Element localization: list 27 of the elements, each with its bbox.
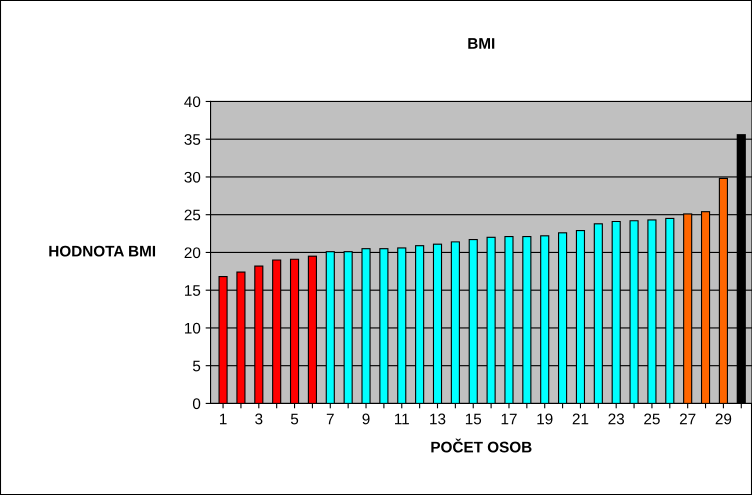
x-tick-label: 25 [644, 414, 660, 424]
y-axis-title: HODNOTA BMI [49, 246, 156, 257]
x-tick-label: 3 [255, 414, 262, 424]
y-tick-label: 25 [184, 210, 200, 220]
x-tick-label: 9 [362, 414, 370, 424]
x-tick-label: 21 [572, 414, 588, 424]
x-axis-title: POČET OSOB [431, 438, 532, 452]
x-tick-label: 17 [502, 414, 517, 424]
x-tick-label: 23 [608, 414, 624, 424]
x-tick-label: 19 [537, 414, 552, 424]
x-tick-label: 13 [430, 414, 446, 424]
x-tick-label: 7 [326, 414, 334, 424]
x-tick-label: 5 [290, 414, 298, 424]
y-tick-label: 5 [192, 360, 200, 372]
x-tick-label: 15 [466, 414, 482, 424]
chart-title: BMI [468, 38, 494, 49]
y-tick-label: 40 [184, 96, 200, 108]
x-tick-label: 11 [394, 414, 409, 424]
y-tick-label: 10 [185, 322, 200, 334]
y-tick-label: 35 [184, 134, 200, 145]
y-tick-label: 15 [185, 285, 200, 296]
y-tick-label: 30 [184, 172, 200, 183]
y-tick-label: 0 [192, 398, 200, 410]
x-tick-label: 27 [680, 414, 696, 424]
x-tick-label: 1 [220, 414, 227, 424]
y-tick-label: 20 [184, 247, 200, 258]
x-tick-label: 29 [716, 414, 732, 424]
